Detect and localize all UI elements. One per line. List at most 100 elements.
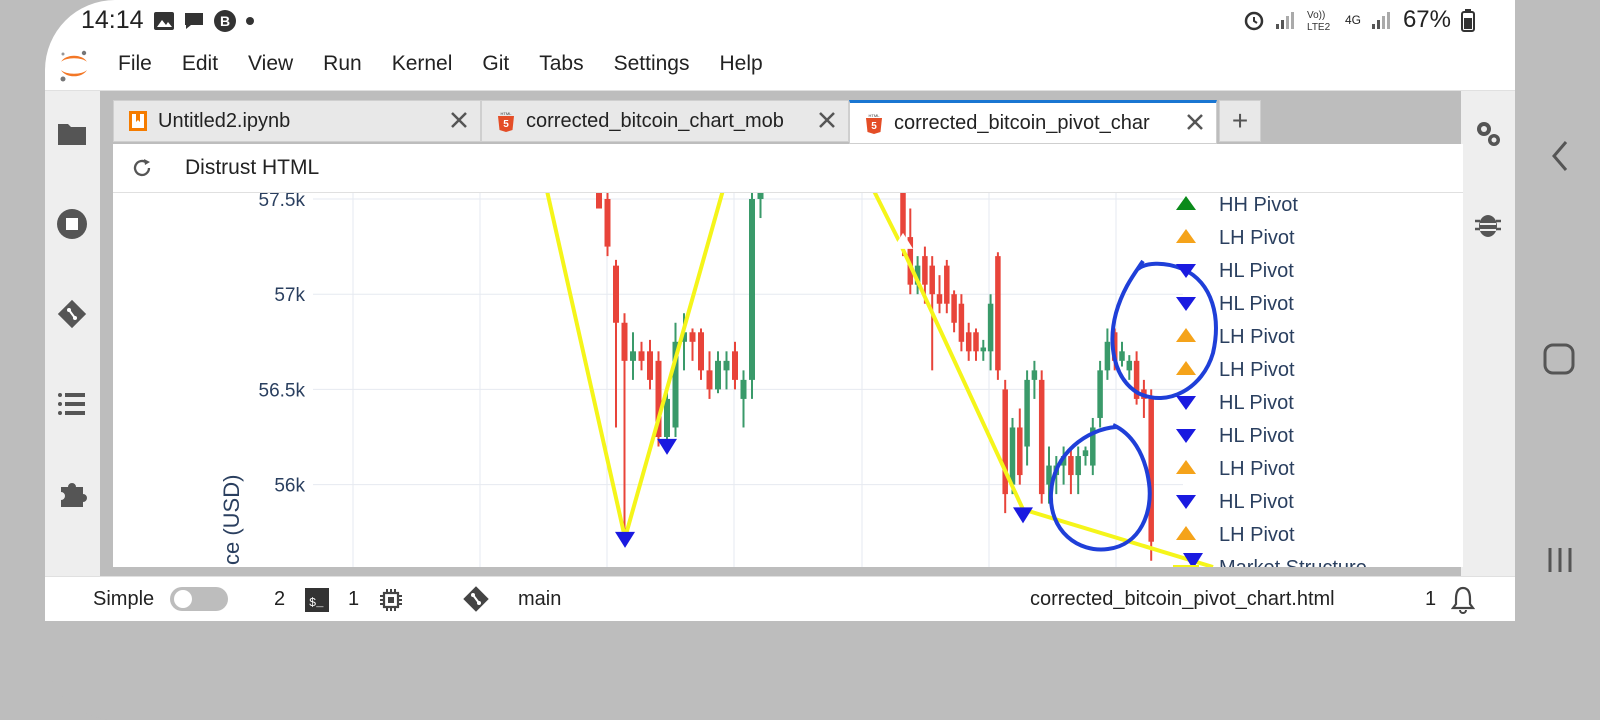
legend-item[interactable]: LH Pivot <box>1171 319 1461 352</box>
terminal-icon[interactable]: $_ <box>304 587 330 613</box>
legend-item[interactable]: LH Pivot <box>1171 220 1461 253</box>
menu-file[interactable]: File <box>118 52 152 75</box>
legend-item[interactable]: HL Pivot <box>1171 484 1461 517</box>
git-branch-name[interactable]: main <box>518 588 562 610</box>
legend-label: HH Pivot <box>1219 194 1298 216</box>
close-icon[interactable] <box>1184 111 1206 133</box>
tab-corrected-bitcoin-chart[interactable]: HTML 5 corrected_bitcoin_chart_mob <box>481 100 849 142</box>
triangle-down-icon <box>1176 264 1196 278</box>
back-nav-icon[interactable] <box>1546 138 1574 174</box>
candle-body <box>973 332 979 352</box>
candle-body <box>1046 465 1052 485</box>
candle-body <box>638 351 645 361</box>
legend-item[interactable]: HL Pivot <box>1171 286 1461 319</box>
menu-tabs[interactable]: Tabs <box>539 52 584 75</box>
notebook-icon <box>129 111 147 131</box>
close-icon[interactable] <box>816 109 838 131</box>
kernels-count[interactable]: 1 <box>348 588 360 610</box>
close-icon[interactable] <box>448 109 470 131</box>
candle-body <box>655 360 662 437</box>
bell-icon[interactable] <box>1448 585 1478 615</box>
legend-marker-shape <box>1176 264 1196 278</box>
git-branch-icon[interactable] <box>461 584 491 614</box>
pivot-marker <box>893 232 913 249</box>
left-sidebar <box>45 91 100 576</box>
legend-item[interactable]: LH Pivot <box>1171 517 1461 550</box>
menu-run[interactable]: Run <box>323 52 362 75</box>
distrust-html-button[interactable]: Distrust HTML <box>185 156 320 179</box>
chart-viewport: 57.5k 57k 56.5k 56k ce (USD) HH Pivot LH Piv… <box>113 193 1463 567</box>
pivot-marker <box>657 438 677 455</box>
candle-body <box>1068 456 1074 476</box>
menu-help[interactable]: Help <box>719 52 763 75</box>
android-status-bar: 14:14 B Vo)) LTE2 4G 67% <box>45 0 1515 42</box>
legend-marker-shape <box>1173 565 1199 567</box>
legend-item[interactable]: HH Pivot <box>1171 193 1461 220</box>
home-nav-icon[interactable] <box>1542 342 1576 376</box>
menu-git[interactable]: Git <box>482 52 510 75</box>
recents-nav-icon[interactable] <box>1546 544 1574 576</box>
candle-body <box>995 256 1001 371</box>
menu-edit[interactable]: Edit <box>181 52 219 75</box>
candle-body <box>987 303 994 352</box>
candle-body <box>647 351 653 380</box>
menu-bar: File Edit View Run Kernel Git Tabs Setti… <box>45 42 1515 91</box>
y-tick-label: 56.5k <box>259 380 306 401</box>
legend-marker-shape <box>1176 297 1196 311</box>
legend-item[interactable]: HL Pivot <box>1171 385 1461 418</box>
legend-item[interactable]: HL Pivot <box>1171 253 1461 286</box>
candle-body <box>749 199 755 380</box>
legend-label: LH Pivot <box>1219 227 1295 249</box>
tab-label: Untitled2.ipynb <box>158 110 291 132</box>
legend-item[interactable]: LH Pivot <box>1171 451 1461 484</box>
svg-text:LTE2: LTE2 <box>1307 22 1331 32</box>
legend-item[interactable]: LH Pivot <box>1171 352 1461 385</box>
candle-body <box>723 360 730 371</box>
dot-icon <box>246 17 254 25</box>
battery-percent: 67% <box>1402 6 1451 33</box>
legend-marker-shape <box>1176 396 1196 410</box>
property-inspector-gear-icon[interactable] <box>1471 117 1505 151</box>
menu-settings[interactable]: Settings <box>613 52 690 75</box>
tab-untitled2[interactable]: Untitled2.ipynb <box>113 100 481 142</box>
menu-items: File Edit View Run Kernel Git Tabs Setti… <box>118 52 793 76</box>
cpu-kernel-icon[interactable] <box>378 587 404 613</box>
menu-kernel[interactable]: Kernel <box>391 52 453 75</box>
simple-mode-toggle[interactable] <box>170 587 228 611</box>
debugger-bug-icon[interactable] <box>1471 207 1505 241</box>
tab-corrected-bitcoin-pivot-chart[interactable]: HTML 5 corrected_bitcoin_pivot_char <box>849 100 1217 144</box>
candle-body <box>1148 398 1154 542</box>
candle-body <box>715 360 721 390</box>
folder-icon[interactable] <box>55 117 89 151</box>
jupyter-logo-icon[interactable] <box>57 48 91 84</box>
candle-body <box>1038 379 1045 495</box>
legend-item[interactable]: HL Pivot <box>1171 418 1461 451</box>
triangle-up-icon <box>1176 526 1196 540</box>
git-icon[interactable] <box>55 297 89 331</box>
html-viewer-toolbar: Distrust HTML <box>113 144 1463 193</box>
triangle-up-icon <box>1176 460 1196 474</box>
legend-marker-shape <box>1176 328 1196 342</box>
running-kernels-icon[interactable] <box>55 207 89 241</box>
candle-body <box>936 294 943 304</box>
candle-body <box>929 265 935 295</box>
tab-label: corrected_bitcoin_chart_mob <box>526 110 784 132</box>
toggle-knob <box>174 590 192 608</box>
terminals-count[interactable]: 2 <box>274 588 286 610</box>
candle-body <box>630 351 636 361</box>
candle-body <box>681 332 687 342</box>
message-icon <box>185 13 203 29</box>
new-tab-plus-icon[interactable]: + <box>1219 100 1261 142</box>
notifications-count[interactable]: 1 <box>1425 588 1437 610</box>
extensions-icon[interactable] <box>55 477 89 511</box>
legend-item[interactable]: Market Structure <box>1171 550 1461 567</box>
table-of-contents-icon[interactable] <box>55 387 89 421</box>
reload-icon[interactable] <box>131 157 153 179</box>
legend-marker-shape <box>1176 429 1196 443</box>
candle-body <box>965 332 972 352</box>
right-sidebar <box>1461 91 1515 576</box>
status-time: 14:14 <box>81 6 144 34</box>
candle-body <box>1119 351 1125 361</box>
menu-view[interactable]: View <box>248 52 294 75</box>
